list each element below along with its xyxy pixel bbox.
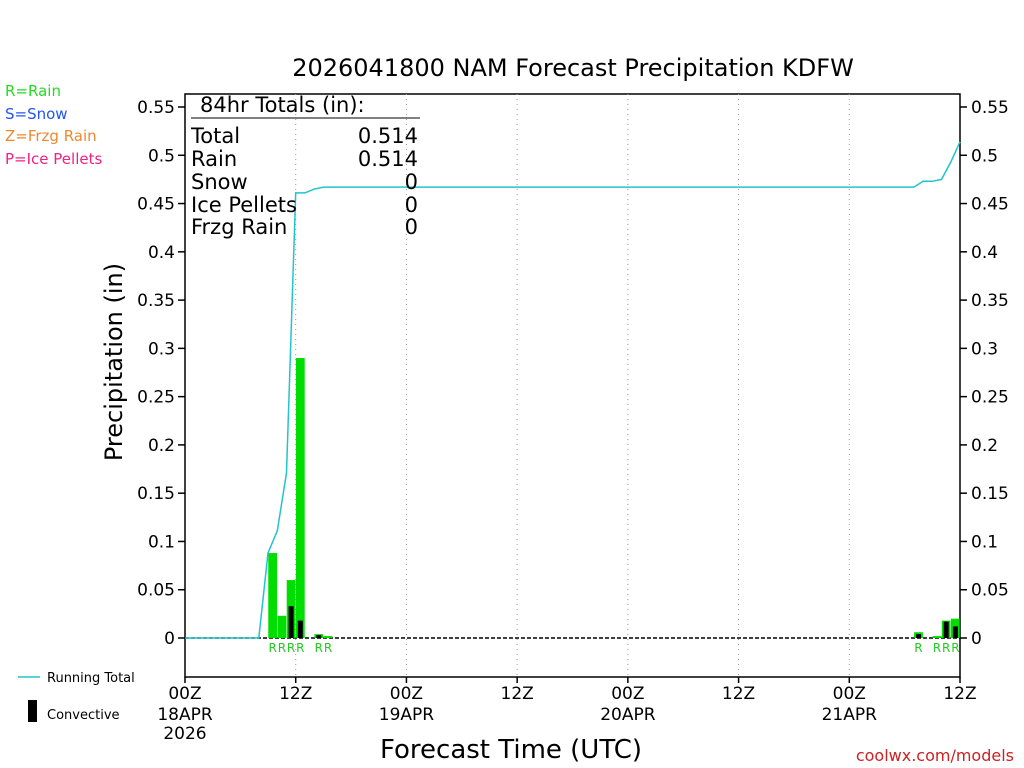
precip-bar	[277, 615, 287, 638]
totals-label-rain: Rain	[191, 147, 237, 171]
y-tick-label-right: 0.4	[971, 243, 998, 263]
x-tick-label: 00Z	[611, 684, 644, 704]
y-axis-left: 0 0.05 0.1 0.15 0.2 0.25 0.3 0.35 0.4 0.45 0.5 0.55	[137, 98, 185, 649]
precip-bars	[268, 358, 960, 638]
grid-lines	[295, 94, 850, 677]
y-tick-label-left: 0.2	[148, 436, 175, 456]
x-tick-label: 12Z	[279, 684, 312, 704]
y-axis-label: Precipitation (in)	[100, 263, 128, 461]
totals-value-total: 0.514	[358, 124, 418, 148]
totals-label-snow: Snow	[191, 170, 248, 194]
convective-bar	[297, 620, 303, 638]
chart-title: 2026041800 NAM Forecast Precipitation KD…	[292, 54, 854, 82]
x-tick-label: 12Z	[501, 684, 534, 704]
totals-value-snow: 0	[405, 170, 418, 194]
ptype-legend: R=Rain S=Snow Z=Frzg Rain P=Ice Pellets	[5, 82, 102, 168]
legend-convective-swatch	[28, 700, 37, 722]
totals-label-ice-pellets: Ice Pellets	[191, 193, 297, 217]
ptype-label: R	[951, 641, 959, 655]
ptype-legend-snow: S=Snow	[5, 105, 68, 123]
precip-bar	[323, 636, 333, 638]
ptype-label: R	[296, 641, 304, 655]
y-tick-label-left: 0.4	[148, 243, 175, 263]
ptype-legend-frzg-rain: Z=Frzg Rain	[5, 127, 97, 145]
legend-running-total-label: Running Total	[47, 671, 135, 686]
plot-frame	[184, 93, 961, 678]
ptype-label: R	[315, 641, 323, 655]
totals-value-frzg-rain: 0	[405, 215, 418, 239]
convective-bar	[915, 634, 921, 638]
y-tick-label-left: 0.1	[148, 532, 175, 552]
running-total-line	[185, 141, 961, 639]
x-tick-label: 00Z	[168, 684, 201, 704]
x-tick-sublabel: 18APR	[157, 705, 213, 725]
totals-value-ice-pellets: 0	[405, 193, 418, 217]
ptype-label: R	[933, 641, 941, 655]
y-tick-label-left: 0.05	[137, 581, 175, 601]
y-tick-label-left: 0.25	[137, 388, 175, 408]
y-tick-label-left: 0	[164, 629, 175, 649]
ptype-label: R	[278, 641, 286, 655]
y-tick-label-right: 0.35	[971, 291, 1009, 311]
totals-label-frzg-rain: Frzg Rain	[191, 215, 287, 239]
y-tick-label-left: 0.35	[137, 291, 175, 311]
precip-bar	[295, 358, 305, 638]
y-tick-label-left: 0.3	[148, 339, 175, 359]
convective-bar	[943, 621, 949, 638]
y-tick-label-right: 0.1	[971, 532, 998, 552]
x-tick-sublabel: 21APR	[822, 705, 878, 725]
legend-convective-label: Convective	[47, 708, 120, 723]
y-tick-label-left: 0.45	[137, 195, 175, 215]
ptype-label: R	[324, 641, 332, 655]
x-tick-label: 00Z	[390, 684, 423, 704]
y-tick-label-right: 0.25	[971, 388, 1009, 408]
y-tick-label-right: 0.05	[971, 581, 1009, 601]
x-tick-label: 12Z	[943, 684, 976, 704]
totals-header: 84hr Totals (in):	[200, 93, 365, 117]
x-tick-label: 00Z	[833, 684, 866, 704]
y-tick-label-right: 0.15	[971, 484, 1009, 504]
y-tick-label-left: 0.15	[137, 484, 175, 504]
y-tick-label-right: 0.55	[971, 98, 1009, 118]
series-legend: Running Total Convective	[18, 671, 135, 723]
ptype-label: R	[914, 641, 922, 655]
ptype-label: R	[942, 641, 950, 655]
convective-bar	[952, 626, 958, 638]
x-axis-label: Forecast Time (UTC)	[380, 735, 642, 765]
ptype-legend-ice-pellets: P=Ice Pellets	[5, 150, 102, 168]
totals-value-rain: 0.514	[358, 147, 418, 171]
precip-bar	[268, 553, 278, 638]
y-tick-label-right: 0.3	[971, 339, 998, 359]
x-tick-sublabel: 2026	[163, 724, 206, 744]
y-tick-label-left: 0.55	[137, 98, 175, 118]
credit-text: coolwx.com/models	[856, 746, 1014, 765]
y-axis-right: 0 0.05 0.1 0.15 0.2 0.25 0.3 0.35 0.4 0.45 0.5 0.55	[960, 98, 1009, 649]
ptype-legend-rain: R=Rain	[5, 82, 61, 100]
y-tick-label-right: 0	[971, 629, 982, 649]
y-tick-label-right: 0.2	[971, 436, 998, 456]
ptype-label: R	[287, 641, 295, 655]
totals-label-total: Total	[190, 124, 240, 148]
y-tick-label-right: 0.5	[971, 146, 998, 166]
x-tick-sublabel: 20APR	[600, 705, 656, 725]
y-tick-label-left: 0.5	[148, 146, 175, 166]
convective-bar	[316, 635, 322, 638]
x-tick-sublabel: 19APR	[379, 705, 435, 725]
convective-bar	[288, 606, 294, 638]
ptype-label: R	[268, 641, 276, 655]
totals-box: 84hr Totals (in): Total 0.514 Rain 0.514…	[190, 93, 420, 239]
precip-bar	[932, 636, 942, 638]
y-tick-label-right: 0.45	[971, 195, 1009, 215]
x-tick-label: 12Z	[722, 684, 755, 704]
